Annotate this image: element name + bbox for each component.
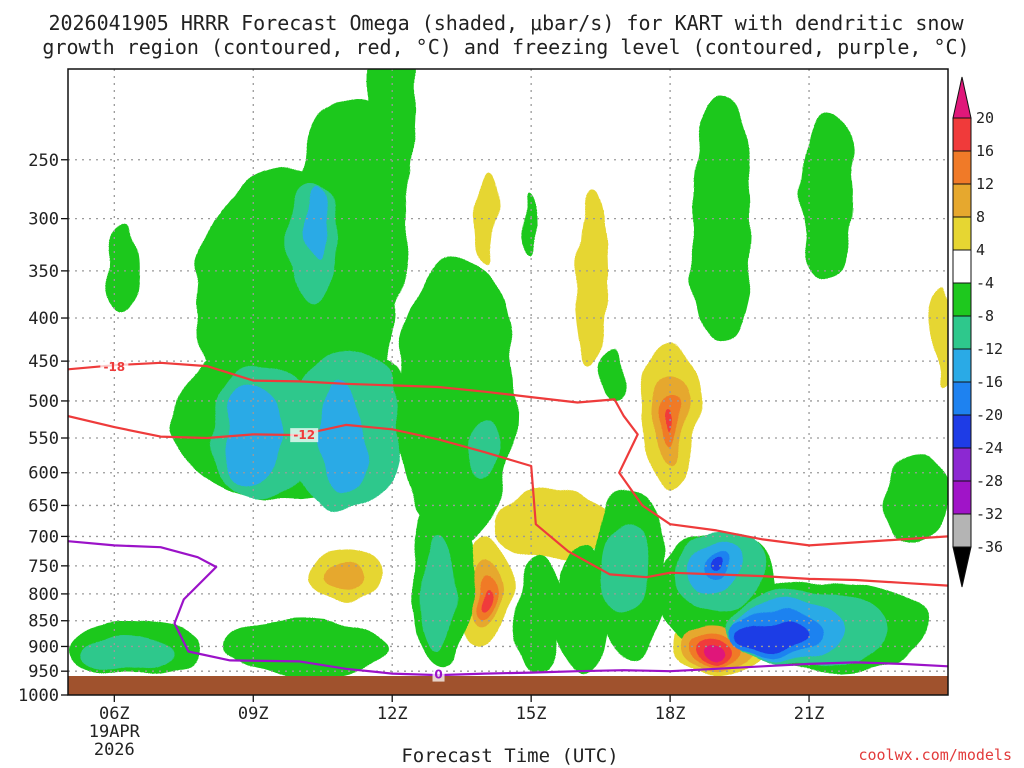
- colorbar-swatch: [952, 348, 972, 383]
- x-tick-label: 12Z: [377, 704, 408, 724]
- y-tick-label: 300: [28, 210, 59, 230]
- x-tick-label: 06Z: [99, 704, 130, 724]
- colorbar-level-label: -8: [976, 307, 994, 325]
- contour-minus-18: [68, 361, 948, 547]
- colorbar-level-label: -16: [976, 373, 1003, 391]
- omega-region: [517, 556, 564, 674]
- colorbar: 20 16 12 8 4 -4 -8 -12 -16 -20 -24 -28 -32 -36: [952, 76, 1003, 588]
- colorbar-level-label: 12: [976, 175, 994, 193]
- plot-area: -18 -12 0: [68, 69, 948, 695]
- chart-title-line-2: growth region (contoured, red, °C) and f…: [42, 35, 969, 59]
- colorbar-level-label: -32: [976, 505, 1003, 523]
- omega-region: [327, 561, 365, 591]
- omega-region: [575, 186, 608, 366]
- y-tick-label: 600: [28, 464, 59, 484]
- colorbar-swatch: [952, 249, 972, 284]
- y-tick-label: 450: [28, 352, 59, 372]
- y-tick-label: 400: [28, 309, 59, 329]
- omega-region: [369, 69, 416, 222]
- colorbar-level-label: 20: [976, 109, 994, 127]
- omega-region: [666, 413, 674, 434]
- omega-region: [600, 522, 647, 615]
- colorbar-level-label: 4: [976, 241, 985, 259]
- colorbar-swatch: [952, 282, 972, 317]
- x-tick-label: 15Z: [516, 704, 547, 724]
- colorbar-swatch: [952, 414, 972, 449]
- y-tick-label: 250: [28, 151, 59, 171]
- contour-label-freezing-0: 0: [434, 668, 442, 682]
- colorbar-level-label: -4: [976, 274, 994, 292]
- omega-region: [480, 589, 490, 610]
- x-tick-label: 09Z: [238, 704, 269, 724]
- ground-surface: [68, 676, 948, 695]
- colorbar-level-label: 16: [976, 142, 994, 160]
- colorbar-level-label: -24: [976, 439, 1003, 457]
- colorbar-swatch: [952, 216, 972, 251]
- chart-title-line-1: 2026041905 HRRR Forecast Omega (shaded, …: [48, 11, 964, 35]
- omega-region: [308, 179, 328, 258]
- y-tick-label: 350: [28, 262, 59, 282]
- y-tick-label: 950: [28, 662, 59, 682]
- contour-label-minus-12: -12: [293, 428, 315, 442]
- contour-label-minus-18: -18: [103, 360, 125, 374]
- y-tick-label: 750: [28, 557, 59, 577]
- colorbar-swatch: [952, 315, 972, 350]
- omega-region: [883, 453, 948, 545]
- omega-region: [468, 416, 502, 481]
- colorbar-swatch: [952, 480, 972, 515]
- omega-region: [737, 619, 807, 651]
- contour-minus-12: [68, 415, 948, 587]
- x-tick-label: 21Z: [794, 704, 825, 724]
- omega-region: [688, 93, 754, 344]
- omega-region: [799, 113, 856, 279]
- omega-region: [81, 636, 175, 672]
- omega-region: [107, 226, 140, 316]
- y-axis: 250 300 350 400 450 500 550 600 650 700 750 800 850 9…: [18, 151, 68, 706]
- colorbar-level-label: -20: [976, 406, 1003, 424]
- y-tick-label: 1000: [18, 686, 59, 706]
- contour-lines: -18 -12 0: [68, 359, 948, 682]
- x-tick-year: 2026: [94, 740, 135, 760]
- contour-freezing-0: [68, 540, 948, 677]
- colorbar-arrow-top: [952, 76, 972, 119]
- colorbar-swatch: [952, 117, 972, 152]
- x-axis-label: Forecast Time (UTC): [401, 745, 618, 767]
- omega-region: [929, 283, 948, 389]
- omega-region: [225, 621, 383, 677]
- colorbar-swatch: [952, 381, 972, 416]
- omega-region: [494, 490, 606, 559]
- colorbar-level-label: 8: [976, 208, 985, 226]
- x-tick-date: 19APR: [89, 722, 141, 742]
- omega-region: [704, 643, 729, 662]
- colorbar-level-label: -36: [976, 538, 1003, 556]
- y-tick-label: 800: [28, 585, 59, 605]
- colorbar-level-label: -12: [976, 340, 1003, 358]
- omega-region: [713, 556, 725, 570]
- y-tick-label: 700: [28, 527, 59, 547]
- colorbar-swatch: [952, 513, 972, 548]
- colorbar-swatch: [952, 447, 972, 482]
- y-tick-label: 500: [28, 392, 59, 412]
- omega-region: [473, 174, 497, 263]
- y-tick-label: 850: [28, 612, 59, 632]
- y-tick-label: 650: [28, 496, 59, 516]
- colorbar-arrow-bottom: [952, 546, 972, 588]
- omega-shading: [68, 69, 948, 680]
- y-tick-label: 900: [28, 637, 59, 657]
- x-tick-label: 18Z: [655, 704, 686, 724]
- y-tick-label: 550: [28, 429, 59, 449]
- colorbar-swatch: [952, 183, 972, 218]
- omega-region: [396, 258, 518, 543]
- colorbar-level-label: -28: [976, 472, 1003, 490]
- colorbar-swatch: [952, 150, 972, 185]
- watermark: coolwx.com/models: [858, 746, 1012, 764]
- plot-frame: [67, 68, 949, 696]
- omega-region: [600, 345, 629, 402]
